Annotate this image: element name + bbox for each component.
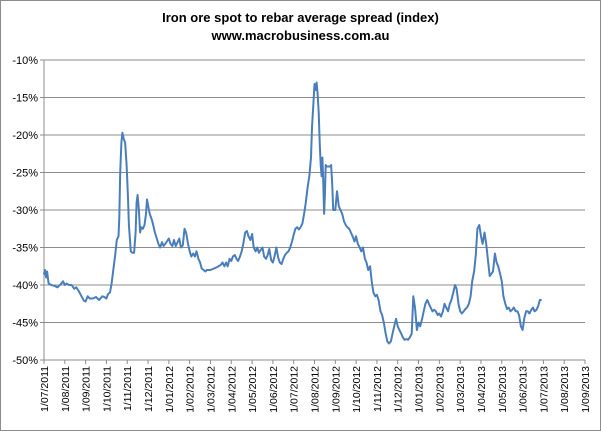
x-tick-label: 1/07/2012 [289,366,301,413]
x-tick-label: 1/09/2012 [330,366,342,413]
series-layer [43,81,542,345]
x-tick-label: 1/08/2011 [60,366,72,412]
x-tick-label: 1/04/2013 [476,366,488,413]
chart-subtitle: www.macrobusiness.com.au [211,28,390,43]
x-tick-label: 1/11/2012 [372,366,384,412]
x-tick-label: 1/01/2013 [414,366,426,413]
x-axis-tick-labels: 1/07/2011 1/08/2011 1/09/2011 1/10/2011 1/11… [39,366,592,413]
x-tick-label: 1/03/2012 [205,366,217,413]
y-axis-tick-labels: -10% -15% -20% -25% -30% -35% -40% -45% -50% [12,55,38,367]
x-tick-label: 1/08/2012 [310,366,322,413]
x-tick-label: 1/10/2011 [101,366,113,412]
x-tick-label: 1/07/2013 [538,366,550,413]
axes [40,59,586,364]
x-tick-label: 1/07/2011 [39,366,51,412]
x-tick-label: 1/05/2012 [247,366,259,413]
x-tick-label: 1/12/2011 [143,366,155,412]
y-tick-label: -15% [12,93,38,105]
y-tick-label: -50% [12,355,38,367]
y-tick-label: -10% [12,55,38,67]
x-tick-label: 1/06/2012 [268,366,280,413]
y-tick-label: -25% [12,168,38,180]
x-tick-label: 1/02/2013 [434,366,446,413]
x-tick-label: 1/10/2012 [351,366,363,413]
y-tick-label: -30% [12,205,38,217]
x-tick-label: 1/06/2013 [518,366,530,413]
gridlines [44,59,585,361]
y-tick-label: -35% [12,243,38,255]
y-tick-label: -20% [12,130,38,142]
series-line [43,81,542,345]
x-tick-label: 1/03/2013 [455,366,467,413]
x-tick-label: 1/09/2011 [81,366,93,412]
x-tick-label: 1/08/2013 [559,366,571,413]
chart-title: Iron ore spot to rebar average spread (i… [162,10,439,25]
x-tick-label: 1/02/2012 [185,366,197,413]
x-tick-label: 1/12/2012 [393,366,405,413]
x-tick-label: 1/01/2012 [164,366,176,413]
x-tick-label: 1/04/2012 [226,366,238,413]
x-tick-label: 1/09/2013 [580,366,592,413]
y-tick-label: -40% [12,280,38,292]
y-tick-label: -45% [12,318,38,330]
x-tick-label: 1/05/2013 [497,366,509,413]
x-tick-label: 1/11/2011 [122,366,134,411]
